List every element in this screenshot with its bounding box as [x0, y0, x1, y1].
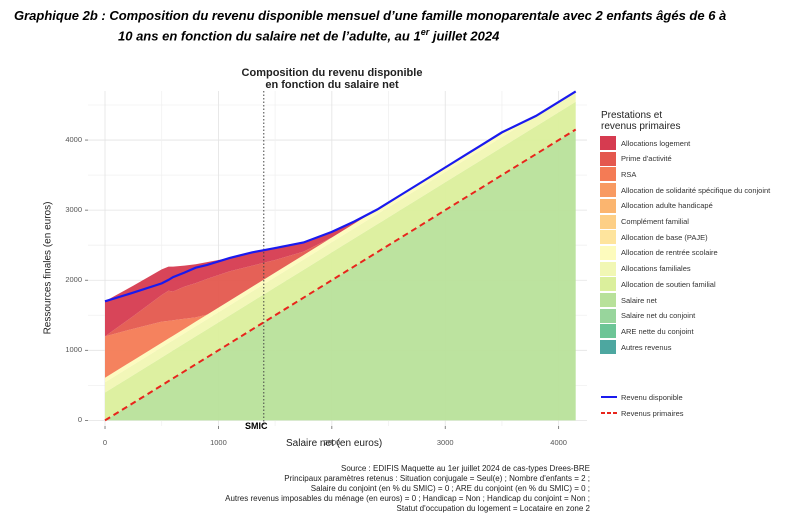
x-axis-label: Salaire net (en euros)	[286, 438, 383, 449]
legend-label: Complément familial	[621, 217, 689, 226]
legend-item: Prime d'activité	[600, 151, 672, 166]
legend-swatch	[600, 293, 616, 307]
footnote-line4: Autres revenus imposables du ménage (en …	[225, 494, 590, 503]
footnote-line3: Salaire du conjoint (en % du SMIC) = 0 ;…	[310, 484, 590, 493]
legend-swatch	[600, 261, 616, 276]
chart-title: Composition du revenu disponible en fonc…	[196, 67, 468, 91]
page-title-line2: 10 ans en fonction du salaire net de l’a…	[14, 24, 806, 44]
legend-swatch	[600, 167, 616, 182]
legend-label: Allocation adulte handicapé	[621, 201, 713, 211]
legend-swatch	[600, 198, 616, 213]
legend-item: Salaire net	[600, 293, 657, 307]
footnote-line2: Principaux paramètres retenus : Situatio…	[284, 474, 590, 483]
x-tick-label: 0	[102, 438, 108, 447]
legend-line-item: Revenu disponible	[600, 391, 683, 403]
legend-item: ARE nette du conjoint	[600, 324, 694, 339]
legend-item: Autres revenus	[600, 340, 672, 355]
series-line-revenu-disponible	[104, 90, 577, 303]
legend-swatch	[600, 308, 616, 323]
area-allocation-soutien-familial	[105, 101, 576, 421]
x-tick-label: 4000	[550, 438, 567, 447]
legend-line-swatch	[601, 412, 617, 414]
smic-label: SMIC	[245, 421, 268, 431]
legend-label: Prime d'activité	[621, 154, 672, 164]
legend-swatch	[600, 324, 616, 339]
legend-line-item: Revenus primaires	[600, 407, 684, 419]
x-tick-label: 2000	[323, 438, 341, 447]
legend-item: Allocations familiales	[600, 261, 691, 276]
page-title-line2-post: juillet 2024	[429, 28, 500, 44]
page-title-line1: Graphique 2b : Composition du revenu dis…	[14, 8, 727, 23]
legend-label: ARE nette du conjoint	[621, 326, 694, 336]
x-tick-label: 1000	[210, 438, 227, 447]
area-allocation-rentree-scolaire	[105, 91, 576, 383]
area-allocations-familiales	[105, 91, 576, 393]
chart-title-line1: Composition du revenu disponible	[241, 67, 423, 79]
legend-item: Allocation de rentrée scolaire	[600, 245, 718, 260]
legend-swatch	[600, 340, 616, 355]
legend-item: Allocation de base (PAJE)	[600, 230, 708, 245]
legend-item: Complément familial	[600, 214, 689, 229]
legend-label: Allocations familiales	[621, 264, 691, 274]
y-axis-label: Ressources finales (en euros)	[42, 201, 54, 335]
legend-swatch	[600, 183, 616, 198]
legend-label: Allocation de soutien familial	[621, 279, 716, 289]
legend-swatch	[600, 151, 616, 166]
footnote: Source : EDIFIS Maquette au 1er juillet …	[150, 464, 590, 514]
legend-label: Salaire net du conjoint	[621, 311, 696, 321]
legend-swatch	[600, 214, 616, 229]
legend-swatch	[600, 277, 616, 292]
legend-item: Allocation de soutien familial	[600, 277, 716, 292]
legend-label: Allocation de base (PAJE)	[621, 232, 708, 242]
legend-title-line2: revenus primaires	[601, 121, 681, 132]
y-tick-label: 4000	[65, 135, 82, 145]
footnote-line1: Source : EDIFIS Maquette au 1er juillet …	[340, 464, 590, 473]
y-tick-label: 2000	[65, 275, 82, 285]
legend-title-line1: Prestations et	[601, 110, 663, 121]
chart-title-line2: en fonction du salaire net	[265, 79, 399, 91]
legend-swatch	[600, 230, 616, 245]
legend-item: Salaire net du conjoint	[600, 308, 696, 323]
page-title-sup: er	[420, 27, 430, 37]
legend-item: Allocation de solidarité spécifique du c…	[600, 183, 771, 198]
legend-item: Allocations logement	[600, 136, 690, 150]
legend-line-swatch	[601, 396, 617, 398]
legend-label: RSA	[621, 169, 637, 179]
axes	[85, 139, 560, 429]
legend-item: Allocation adulte handicapé	[600, 198, 713, 213]
legend-title: Prestations et revenus primaires	[601, 110, 781, 132]
x-tick-label: 3000	[436, 438, 454, 447]
page-title-line2-pre: 10 ans en fonction du salaire net de l’a…	[118, 28, 421, 44]
legend-swatch	[600, 136, 616, 150]
legend-label: Salaire net	[621, 295, 657, 305]
legend-item: RSA	[600, 167, 637, 182]
area-prime-activite	[105, 91, 576, 337]
legend-label: Allocation de solidarité spécifique du c…	[621, 185, 771, 195]
legend-label: Allocation de rentrée scolaire	[621, 248, 718, 258]
y-tick-label: 0	[77, 415, 82, 425]
legend-swatch	[600, 245, 616, 260]
legend-label: Allocations logement	[621, 138, 691, 148]
legend-line-label: Revenu disponible	[621, 392, 683, 402]
y-tick-label: 3000	[65, 205, 82, 215]
legend-label: Autres revenus	[621, 342, 672, 352]
series-lines	[104, 90, 577, 426]
footnote-line5: Statut d'occupation du logement = Locata…	[396, 504, 590, 513]
legend-line-label: Revenus primaires	[621, 408, 684, 418]
stacked-areas	[105, 91, 576, 421]
y-tick-label: 1000	[65, 345, 82, 355]
page-title: Graphique 2b : Composition du revenu dis…	[14, 8, 806, 44]
